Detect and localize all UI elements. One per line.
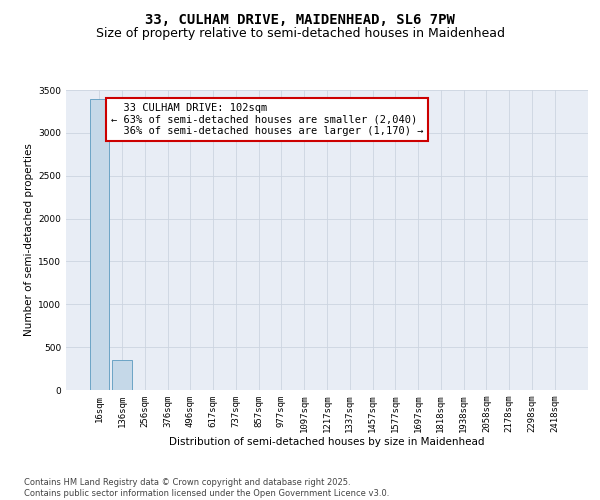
Text: Size of property relative to semi-detached houses in Maidenhead: Size of property relative to semi-detach… <box>95 28 505 40</box>
Text: Contains HM Land Registry data © Crown copyright and database right 2025.
Contai: Contains HM Land Registry data © Crown c… <box>24 478 389 498</box>
Text: 33, CULHAM DRIVE, MAIDENHEAD, SL6 7PW: 33, CULHAM DRIVE, MAIDENHEAD, SL6 7PW <box>145 12 455 26</box>
Text: 33 CULHAM DRIVE: 102sqm
← 63% of semi-detached houses are smaller (2,040)
  36% : 33 CULHAM DRIVE: 102sqm ← 63% of semi-de… <box>111 103 423 136</box>
Y-axis label: Number of semi-detached properties: Number of semi-detached properties <box>24 144 34 336</box>
Bar <box>90 100 109 390</box>
X-axis label: Distribution of semi-detached houses by size in Maidenhead: Distribution of semi-detached houses by … <box>169 436 485 446</box>
Bar <box>112 360 132 390</box>
